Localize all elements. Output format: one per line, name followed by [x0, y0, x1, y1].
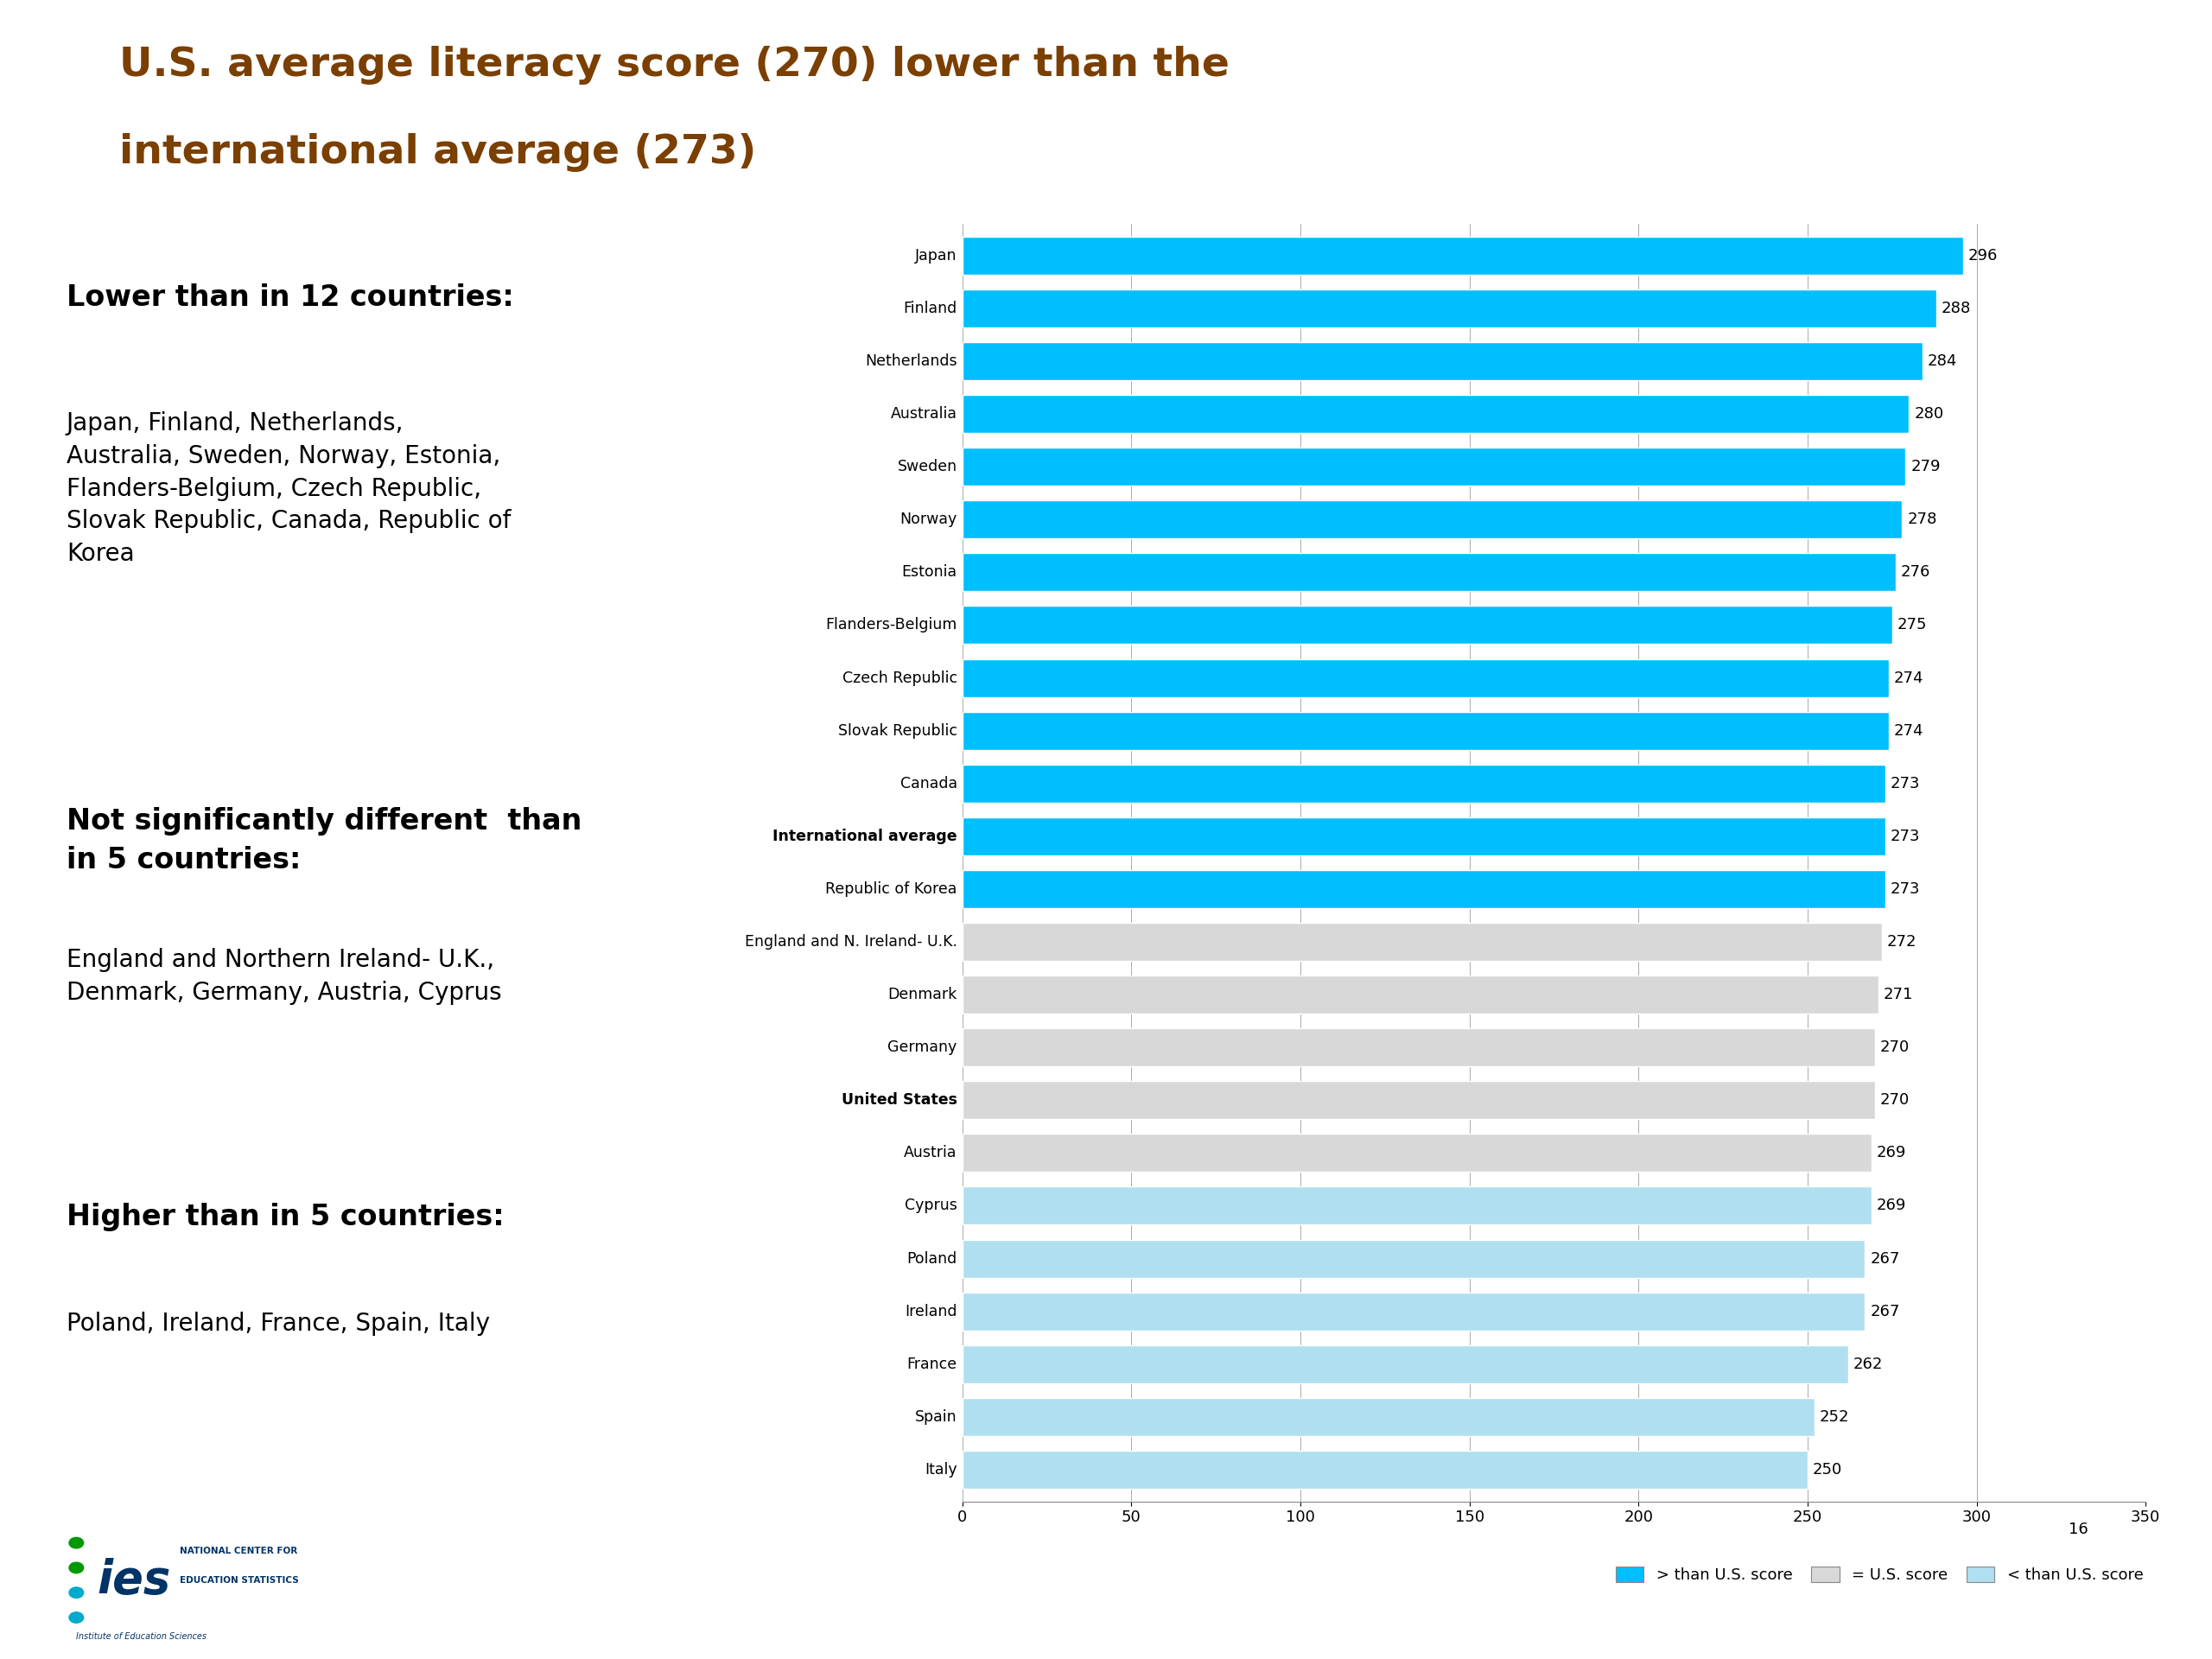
- Bar: [962, 1135, 1871, 1171]
- Text: NATIONAL CENTER FOR: NATIONAL CENTER FOR: [179, 1546, 296, 1556]
- Circle shape: [69, 1588, 84, 1598]
- Bar: [962, 922, 1882, 961]
- Text: 250: 250: [1812, 1462, 1843, 1478]
- Text: 275: 275: [1898, 617, 1927, 634]
- Text: 278: 278: [1907, 511, 1938, 528]
- Text: Republic of Korea: Republic of Korea: [825, 881, 958, 898]
- Text: international average (273): international average (273): [119, 133, 757, 173]
- Bar: [962, 659, 1889, 697]
- Circle shape: [69, 1538, 84, 1548]
- Text: France: France: [907, 1357, 958, 1372]
- Text: 271: 271: [1885, 987, 1913, 1002]
- Text: Czech Republic: Czech Republic: [843, 670, 958, 685]
- Text: ies: ies: [97, 1558, 170, 1603]
- Text: 267: 267: [1869, 1304, 1900, 1319]
- Text: Sweden: Sweden: [898, 460, 958, 474]
- Bar: [962, 342, 1922, 380]
- Bar: [962, 1345, 1847, 1384]
- Text: 273: 273: [1891, 776, 1920, 791]
- Bar: [962, 501, 1902, 539]
- Text: Institute of Education Sciences: Institute of Education Sciences: [75, 1632, 206, 1641]
- Text: Poland, Ireland, France, Spain, Italy: Poland, Ireland, France, Spain, Italy: [66, 1312, 489, 1335]
- Text: 296: 296: [1969, 247, 1997, 264]
- Text: 267: 267: [1869, 1251, 1900, 1266]
- Text: Flanders-Belgium: Flanders-Belgium: [825, 617, 958, 634]
- Text: Poland: Poland: [907, 1251, 958, 1266]
- Text: 274: 274: [1893, 723, 1924, 738]
- Text: 269: 269: [1876, 1145, 1907, 1161]
- Text: 270: 270: [1880, 1092, 1909, 1108]
- Bar: [962, 289, 1936, 327]
- Bar: [962, 1186, 1871, 1224]
- Bar: [962, 448, 1905, 486]
- Text: 284: 284: [1927, 353, 1958, 368]
- Bar: [962, 1082, 1876, 1120]
- Text: EDUCATION STATISTICS: EDUCATION STATISTICS: [179, 1576, 299, 1584]
- Text: 288: 288: [1942, 300, 1971, 317]
- Text: 280: 280: [1913, 406, 1944, 421]
- Text: 270: 270: [1880, 1040, 1909, 1055]
- Bar: [962, 554, 1896, 591]
- Text: Australia: Australia: [891, 406, 958, 421]
- Text: 273: 273: [1891, 828, 1920, 844]
- Text: 269: 269: [1876, 1198, 1907, 1214]
- Bar: [962, 1029, 1876, 1067]
- Text: Cyprus: Cyprus: [905, 1198, 958, 1214]
- Text: 252: 252: [1818, 1408, 1849, 1425]
- Text: Austria: Austria: [905, 1145, 958, 1161]
- Text: 276: 276: [1900, 564, 1931, 581]
- Text: Japan: Japan: [916, 247, 958, 264]
- Text: Norway: Norway: [900, 511, 958, 528]
- Text: Germany: Germany: [887, 1040, 958, 1055]
- Bar: [962, 1292, 1865, 1331]
- Text: Denmark: Denmark: [887, 987, 958, 1002]
- Text: U.S. average literacy score (270) lower than the: U.S. average literacy score (270) lower …: [119, 46, 1230, 85]
- Text: Netherlands: Netherlands: [865, 353, 958, 368]
- Text: England and Northern Ireland- U.K.,
Denmark, Germany, Austria, Cyprus: England and Northern Ireland- U.K., Denm…: [66, 947, 502, 1005]
- Text: Higher than in 5 countries:: Higher than in 5 countries:: [66, 1203, 504, 1231]
- Bar: [962, 818, 1885, 856]
- Text: International average: International average: [772, 828, 958, 844]
- Text: Lower than in 12 countries:: Lower than in 12 countries:: [66, 284, 513, 312]
- Bar: [962, 237, 1962, 275]
- Text: 273: 273: [1891, 881, 1920, 898]
- Bar: [962, 1239, 1865, 1277]
- Text: 16: 16: [2068, 1521, 2088, 1536]
- Text: England and N. Ireland- U.K.: England and N. Ireland- U.K.: [745, 934, 958, 949]
- Text: United States: United States: [841, 1092, 958, 1108]
- Text: Slovak Republic: Slovak Republic: [838, 723, 958, 738]
- Text: 274: 274: [1893, 670, 1924, 685]
- Text: Not significantly different  than
in 5 countries:: Not significantly different than in 5 co…: [66, 806, 582, 874]
- Text: Canada: Canada: [900, 776, 958, 791]
- Bar: [962, 395, 1909, 433]
- Text: 279: 279: [1911, 460, 1940, 474]
- Text: Spain: Spain: [916, 1408, 958, 1425]
- Circle shape: [69, 1563, 84, 1573]
- Bar: [962, 869, 1885, 907]
- Text: Ireland: Ireland: [905, 1304, 958, 1319]
- Text: Japan, Finland, Netherlands,
Australia, Sweden, Norway, Estonia,
Flanders-Belgiu: Japan, Finland, Netherlands, Australia, …: [66, 411, 511, 566]
- Bar: [962, 1399, 1814, 1437]
- Text: Italy: Italy: [925, 1462, 958, 1478]
- Text: Estonia: Estonia: [902, 564, 958, 581]
- Bar: [962, 606, 1891, 644]
- Bar: [962, 712, 1889, 750]
- Text: Finland: Finland: [902, 300, 958, 317]
- Bar: [962, 975, 1878, 1014]
- Bar: [962, 1450, 1807, 1488]
- Text: 272: 272: [1887, 934, 1918, 949]
- Circle shape: [69, 1613, 84, 1623]
- Bar: [962, 765, 1885, 803]
- Text: 262: 262: [1854, 1357, 1882, 1372]
- Legend: > than U.S. score, = U.S. score, < than U.S. score: > than U.S. score, = U.S. score, < than …: [1610, 1561, 2150, 1589]
